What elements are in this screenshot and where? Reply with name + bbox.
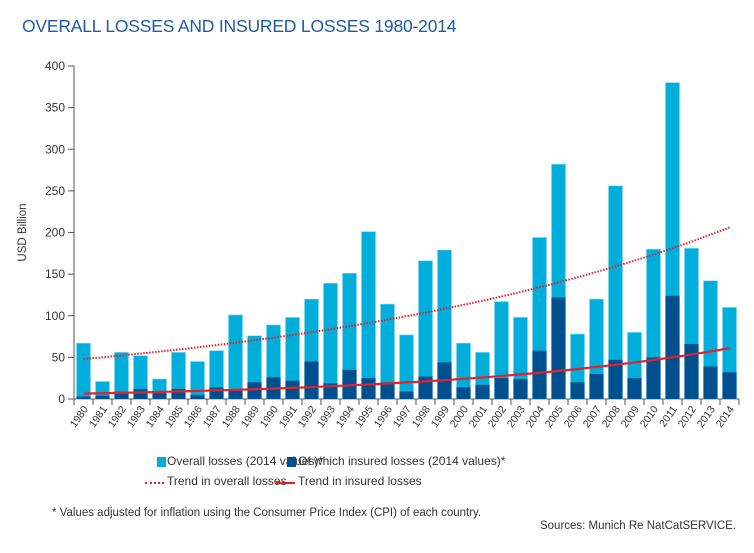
bar-insured-2009 xyxy=(627,378,642,399)
x-tick-label: 1998 xyxy=(410,404,433,430)
y-tick-label: 250 xyxy=(45,184,65,198)
x-tick-label: 1993 xyxy=(315,404,338,430)
y-tick-label: 0 xyxy=(58,392,65,406)
bar-overall-1995 xyxy=(361,231,376,400)
x-tick-label: 2009 xyxy=(619,404,642,430)
trend-line-overall xyxy=(83,226,730,360)
bar-insured-2013 xyxy=(703,366,718,399)
footnote: * Values adjusted for inflation using th… xyxy=(52,507,482,519)
legend-line-trend-overall xyxy=(145,482,164,484)
x-tick-label: 1994 xyxy=(334,404,357,430)
y-tick-label: 50 xyxy=(52,350,66,364)
x-tick-label: 2001 xyxy=(467,404,490,430)
x-tick-label: 2014 xyxy=(714,404,737,430)
bar-overall-1993 xyxy=(323,282,338,400)
x-tick-label: 2004 xyxy=(524,404,547,430)
source-note: Sources: Munich Re NatCatSERVICE. xyxy=(539,520,736,532)
x-tick-label: 1986 xyxy=(182,404,205,430)
bar-insured-1984 xyxy=(152,393,167,399)
y-tick-label: 200 xyxy=(45,226,65,240)
x-tick-label: 2002 xyxy=(486,404,509,430)
x-tick-label: 1995 xyxy=(353,404,376,430)
bar-insured-1980 xyxy=(76,396,91,399)
bar-insured-2007 xyxy=(589,374,604,399)
x-tick-label: 2012 xyxy=(676,404,699,430)
bar-insured-1992 xyxy=(304,361,319,399)
legend-label-trend-insured: Trend in insured losses xyxy=(298,474,422,488)
x-tick-label: 2000 xyxy=(448,404,471,430)
x-tick-label: 2003 xyxy=(505,404,528,430)
bar-insured-2005 xyxy=(551,297,566,399)
bar-insured-1983 xyxy=(133,389,148,399)
bar-insured-2000 xyxy=(456,387,471,399)
bar-insured-2004 xyxy=(532,350,547,399)
x-tick-label: 2010 xyxy=(638,404,661,430)
x-tick-label: 1991 xyxy=(277,404,300,430)
legend-swatch-insured xyxy=(287,457,296,467)
bar-overall-1986 xyxy=(190,361,205,400)
x-tick-label: 1997 xyxy=(391,404,414,430)
bar-insured-2014 xyxy=(722,372,737,399)
bar-insured-1987 xyxy=(209,387,224,399)
bar-overall-1980 xyxy=(76,342,91,400)
bar-insured-1982 xyxy=(114,391,129,399)
bar-insured-1986 xyxy=(190,394,205,399)
bar-insured-2002 xyxy=(494,378,509,399)
x-tick-label: 2007 xyxy=(581,404,604,430)
x-tick-label: 1989 xyxy=(239,404,262,430)
legend-label-overall: Overall losses (2014 values)* xyxy=(167,454,324,468)
x-tick-label: 1987 xyxy=(201,404,224,430)
bar-insured-1997 xyxy=(399,391,414,399)
x-tick-label: 1992 xyxy=(296,404,319,430)
legend-swatch-overall xyxy=(157,457,166,467)
bar-insured-2006 xyxy=(570,382,585,399)
bar-insured-2003 xyxy=(513,379,528,399)
bar-insured-2008 xyxy=(608,359,623,399)
bar-insured-1981 xyxy=(95,395,110,399)
x-tick-label: 1980 xyxy=(68,404,91,430)
y-tick-label: 150 xyxy=(45,267,65,281)
bar-insured-1985 xyxy=(171,389,186,399)
y-axis-label: USD Billion xyxy=(17,203,29,261)
x-tick-label: 1984 xyxy=(144,404,167,430)
x-tick-label: 1982 xyxy=(106,404,129,430)
y-tick-label: 350 xyxy=(45,101,65,115)
legend-label-trend-overall: Trend in overall losses xyxy=(167,474,287,488)
x-tick-label: 2011 xyxy=(657,404,680,430)
bar-overall-1988 xyxy=(228,314,243,400)
y-tick-label: 400 xyxy=(45,59,65,73)
x-tick-label: 1990 xyxy=(258,404,281,430)
x-tick-label: 2013 xyxy=(695,404,718,430)
bar-insured-1989 xyxy=(247,382,262,399)
x-tick-label: 1999 xyxy=(429,404,452,430)
x-tick-label: 2008 xyxy=(600,404,623,430)
chart-title: OVERALL LOSSES AND INSURED LOSSES 1980-2… xyxy=(22,16,457,36)
bar-insured-2001 xyxy=(475,384,490,399)
x-tick-label: 2006 xyxy=(562,404,585,430)
y-tick-label: 300 xyxy=(45,142,65,156)
bar-insured-2010 xyxy=(646,357,661,399)
bar-overall-1997 xyxy=(399,334,414,400)
bar-insured-1996 xyxy=(380,382,395,399)
bar-insured-2011 xyxy=(665,295,680,399)
bar-insured-2012 xyxy=(684,344,699,399)
y-tick-label: 100 xyxy=(45,309,65,323)
trend-line-insured xyxy=(83,347,730,395)
legend-label-insured: Of which insured losses (2014 values)* xyxy=(298,454,506,468)
bar-insured-1988 xyxy=(228,390,243,399)
x-tick-label: 2005 xyxy=(543,404,566,430)
bar-insured-1991 xyxy=(285,380,300,399)
x-tick-label: 1983 xyxy=(125,404,148,430)
legend-line-trend-insured xyxy=(276,482,295,484)
x-tick-label: 1981 xyxy=(87,404,110,430)
bar-insured-1995 xyxy=(361,378,376,399)
x-tick-label: 1985 xyxy=(163,404,186,430)
x-tick-label: 1996 xyxy=(372,404,395,430)
x-tick-label: 1988 xyxy=(220,404,243,430)
